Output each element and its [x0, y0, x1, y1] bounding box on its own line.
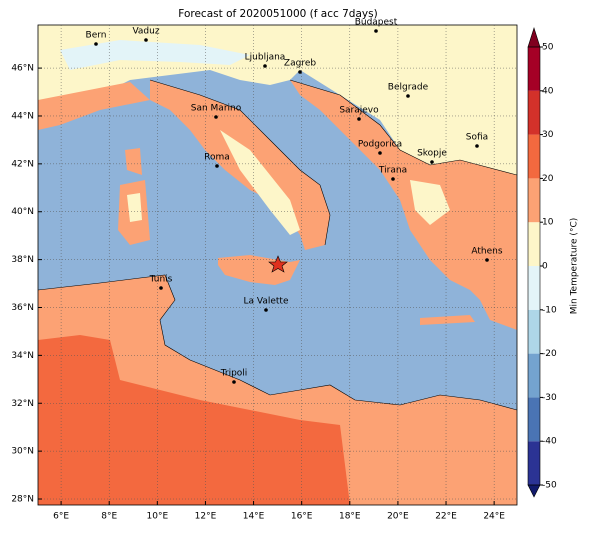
city-dot	[159, 286, 163, 290]
border-line	[289, 79, 517, 176]
lon-tick-label: 10°E	[147, 512, 169, 522]
city-label: Sofia	[466, 133, 488, 143]
land-north	[38, 25, 517, 180]
land-corsica	[125, 148, 142, 175]
lat-tick-label: 34°N	[11, 351, 34, 361]
colorbar-tick-label: 30	[542, 130, 554, 140]
city-dot	[475, 144, 479, 148]
city-label: Ljubljana	[245, 53, 286, 63]
colorbar-bin	[528, 134, 540, 179]
city-label: Tirana	[378, 166, 407, 176]
city-dot	[214, 115, 218, 119]
city-label: Bern	[86, 31, 107, 41]
land-sardinia-inland	[127, 193, 142, 222]
colorbar-bin	[528, 47, 540, 91]
colorbar-extend-high	[527, 27, 541, 48]
city-dot	[391, 177, 395, 181]
colorbar-tick-label: -30	[542, 393, 557, 403]
city-label: La Valette	[244, 297, 289, 307]
city-label: Roma	[204, 153, 230, 163]
lon-tick-label: 22°E	[435, 512, 457, 522]
city-dot	[374, 29, 378, 33]
land-africa-warm	[38, 335, 350, 505]
land-greece-inland	[410, 180, 450, 225]
lat-tick-label: 42°N	[11, 159, 34, 169]
colorbar-tick-label: 20	[542, 174, 554, 184]
lat-tick-label: 44°N	[11, 111, 34, 121]
colorbar-tick-label: -50	[542, 481, 557, 491]
colorbar-bin	[528, 266, 540, 310]
city-label: Zagreb	[284, 59, 316, 69]
city-label: Tunis	[149, 275, 173, 285]
city-dot	[263, 64, 267, 68]
colorbar-bin	[528, 441, 540, 485]
colorbar-tick-label: -10	[542, 305, 557, 315]
colorbar-label: Min Temperature (°C)	[570, 218, 580, 315]
colorbar-tick-label: -40	[542, 437, 557, 447]
city-label: Belgrade	[388, 83, 429, 93]
colorbar-bin	[528, 353, 540, 398]
alps-cold	[60, 40, 250, 70]
city-label: Podgorica	[358, 140, 402, 150]
land-balkans	[290, 80, 517, 330]
map-area	[38, 25, 517, 505]
lat-tick-label: 30°N	[11, 447, 34, 457]
colorbar-tick-label: 40	[542, 86, 554, 96]
city-dot	[406, 94, 410, 98]
lat-tick-label: 46°N	[11, 64, 34, 74]
lon-tick-label: 14°E	[243, 512, 265, 522]
map-title: Forecast of 2020051000 (f acc 7days)	[178, 8, 377, 20]
border-line	[38, 274, 517, 411]
city-dot	[298, 70, 302, 74]
lon-tick-label: 16°E	[291, 512, 313, 522]
colorbar-bin	[528, 178, 540, 223]
lon-tick-label: 8°E	[101, 512, 117, 522]
colorbar-bin	[528, 397, 540, 442]
colorbar-tick-label: -20	[542, 349, 557, 359]
land-crete	[420, 315, 475, 325]
colorbar-bin	[528, 90, 540, 135]
city-label: Skopje	[417, 149, 447, 159]
city-label: Athens	[471, 247, 502, 257]
colorbar-tick-label: 50	[542, 43, 554, 53]
city-dot	[144, 38, 148, 42]
city-label: San Marino	[191, 104, 242, 114]
city-label: Budapest	[355, 18, 398, 28]
lon-tick-label: 6°E	[53, 512, 69, 522]
city-dot	[357, 117, 361, 121]
lon-tick-label: 18°E	[339, 512, 361, 522]
city-label: Vaduz	[132, 27, 159, 37]
colorbar-bin	[528, 309, 540, 354]
city-label: Sarajevo	[339, 106, 379, 116]
lat-tick-label: 28°N	[11, 495, 34, 505]
lat-tick-label: 32°N	[11, 399, 34, 409]
colorbar-tick-label: 10	[542, 218, 554, 228]
border-line	[149, 79, 331, 246]
colorbar-tick-label: 0	[542, 262, 548, 272]
city-dot	[215, 164, 219, 168]
event-star	[268, 255, 288, 273]
land-france-coast	[38, 82, 150, 130]
colorbar-bin	[528, 222, 540, 266]
city-dot	[232, 380, 236, 384]
city-dot	[94, 42, 98, 46]
lat-tick-label: 36°N	[11, 303, 34, 313]
lon-tick-label: 24°E	[483, 512, 505, 522]
map-frame	[37, 24, 518, 506]
city-dot	[264, 308, 268, 312]
colorbar-extend-low	[527, 484, 541, 498]
city-dot	[485, 258, 489, 262]
city-label: Tripoli	[220, 369, 248, 379]
lat-tick-label: 38°N	[11, 255, 34, 265]
city-dot	[378, 151, 382, 155]
lon-tick-label: 12°E	[195, 512, 217, 522]
city-dot	[430, 160, 434, 164]
lat-tick-label: 40°N	[11, 207, 34, 217]
land-italy-spine	[220, 130, 300, 235]
lon-tick-label: 20°E	[387, 512, 409, 522]
